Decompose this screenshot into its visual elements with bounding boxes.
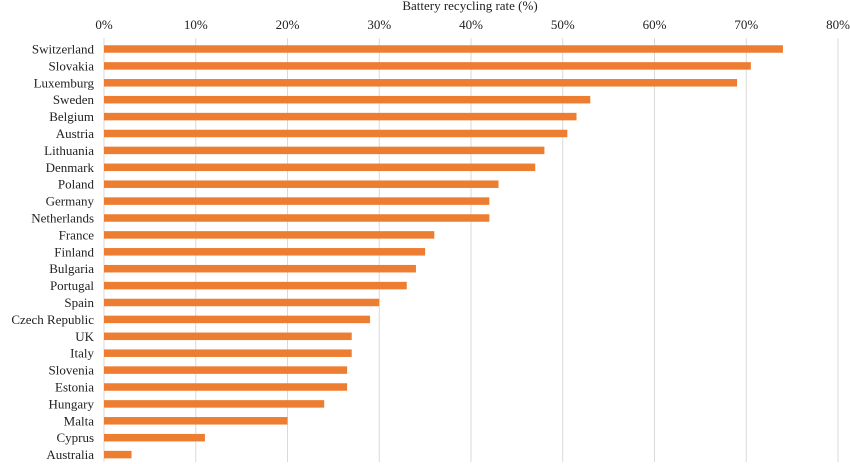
- x-tick-label: 70%: [734, 17, 758, 32]
- bars: [104, 45, 783, 459]
- bar: [104, 79, 738, 87]
- x-tick-label: 30%: [367, 17, 391, 32]
- x-tick-label: 10%: [184, 17, 208, 32]
- category-label: Netherlands: [31, 211, 94, 226]
- bar: [104, 112, 577, 121]
- category-label: Luxemburg: [34, 75, 95, 90]
- x-axis-title: Battery recycling rate (%): [402, 0, 537, 13]
- category-label: Bulgaria: [49, 261, 94, 276]
- category-label: Slovenia: [49, 363, 95, 378]
- category-label: Slovakia: [49, 58, 95, 73]
- x-tick-label: 20%: [276, 17, 300, 32]
- x-axis-ticks: 0% 10% 20% 30% 40% 50% 60% 70% 80%: [95, 17, 850, 32]
- category-label: France: [59, 227, 95, 242]
- x-tick-label: 80%: [826, 17, 850, 32]
- x-tick-label: 40%: [459, 17, 483, 32]
- category-label: Poland: [58, 177, 95, 192]
- bar: [104, 264, 416, 273]
- category-label: Belgium: [49, 109, 94, 124]
- bar: [104, 417, 288, 425]
- category-label: Czech Republic: [11, 312, 94, 327]
- category-label: Hungary: [49, 396, 95, 411]
- category-label: Cyprus: [56, 430, 94, 445]
- category-label: Portugal: [50, 278, 94, 293]
- bar: [104, 332, 352, 341]
- category-label: Denmark: [46, 160, 95, 175]
- category-label: Malta: [64, 413, 95, 428]
- x-tick-label: 60%: [643, 17, 667, 32]
- bar: [104, 214, 490, 222]
- bar: [104, 400, 325, 408]
- bar: [104, 62, 751, 70]
- category-label: Sweden: [53, 92, 95, 107]
- bar: [104, 315, 371, 324]
- category-label: Lithuania: [44, 143, 94, 158]
- category-label: Austria: [56, 126, 95, 141]
- gridlines: [103, 38, 839, 462]
- category-label: Italy: [70, 346, 94, 361]
- x-tick-label: 0%: [95, 17, 113, 32]
- bar: [104, 433, 205, 442]
- bar: [104, 129, 568, 138]
- category-label: Australia: [46, 447, 94, 462]
- bar: [104, 180, 499, 188]
- x-tick-label: 50%: [551, 17, 575, 32]
- category-label: Switzerland: [32, 42, 95, 57]
- bar: [104, 197, 490, 205]
- category-label: Estonia: [55, 380, 94, 395]
- bar: [104, 298, 380, 307]
- bar: [104, 248, 426, 256]
- bar: [104, 163, 536, 172]
- bar: [104, 450, 132, 459]
- bar: [104, 95, 591, 104]
- bar: [104, 146, 545, 155]
- bar: [104, 383, 348, 391]
- bar: [104, 349, 352, 357]
- category-label: UK: [75, 329, 94, 344]
- category-label: Spain: [64, 295, 94, 310]
- bar: [104, 366, 348, 374]
- category-label: Finland: [54, 244, 94, 259]
- bar: [104, 45, 783, 53]
- bar: [104, 231, 435, 239]
- bar: [104, 281, 407, 290]
- category-label: Germany: [46, 194, 95, 209]
